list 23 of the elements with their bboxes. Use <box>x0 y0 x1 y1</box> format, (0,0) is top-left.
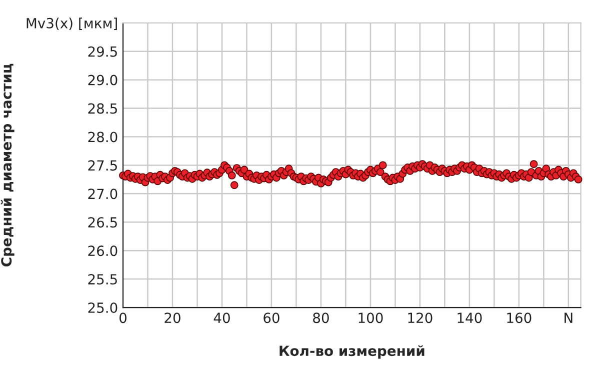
x-tick-label: 100 <box>358 312 383 324</box>
y-tick-label: 25.0 <box>88 302 118 313</box>
y-tick-label: 28.0 <box>88 132 118 142</box>
x-tick-label: 80 <box>313 312 329 324</box>
x-tick-label: N <box>564 312 572 323</box>
y-tick-label: 27.5 <box>88 160 117 171</box>
y-tick-label: 29.5 <box>88 46 117 57</box>
y-tick-label: 27.0 <box>88 188 118 200</box>
x-tick-label: 40 <box>214 312 230 324</box>
x-tick-label: 60 <box>264 312 280 324</box>
y-tick-label: 26.0 <box>88 246 118 256</box>
x-tick-label: 160 <box>507 312 532 324</box>
x-tick-label: 120 <box>408 312 432 324</box>
y-tick-label: Mv3(x) [мкм] <box>26 18 117 30</box>
x-tick-label: 20 <box>164 312 180 324</box>
x-tick-label: 140 <box>458 312 482 324</box>
y-tick-label: 28.5 <box>88 103 117 114</box>
y-tick-label: 29.0 <box>88 74 118 86</box>
y-tick-label: 25.5 <box>88 274 117 285</box>
x-axis-title: Кол-во измерений <box>280 345 424 359</box>
y-axis-title: Средний диаметр частиц <box>0 64 14 266</box>
y-tick-label: 26.5 <box>88 217 117 228</box>
x-tick-label: 0 <box>119 312 126 324</box>
